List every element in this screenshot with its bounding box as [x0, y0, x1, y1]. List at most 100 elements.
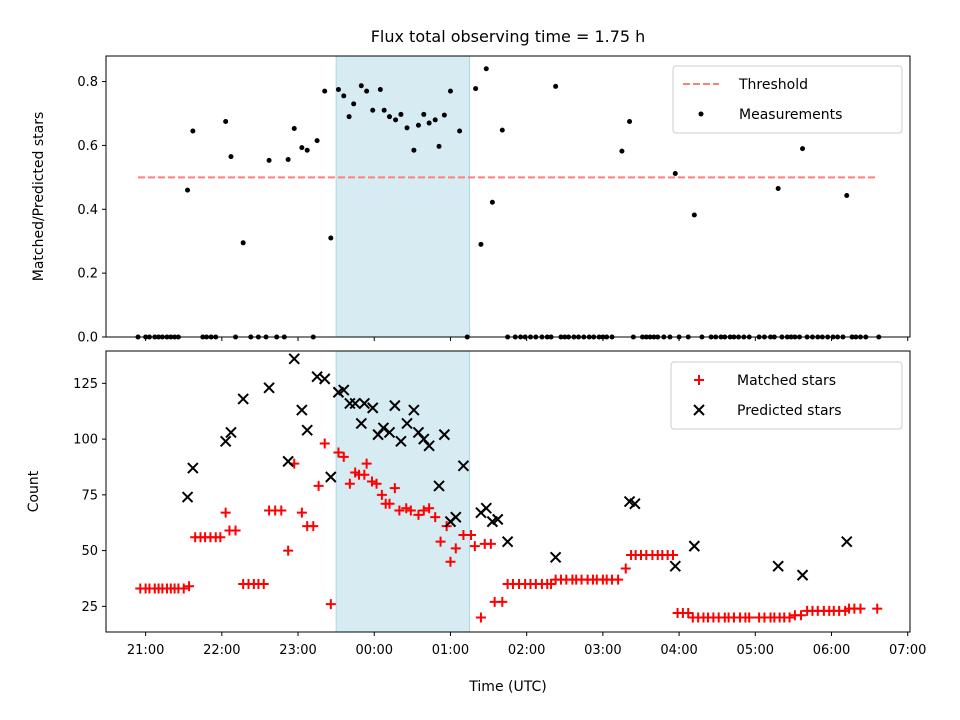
- predicted-star-point: [401, 417, 413, 430]
- measurement-point: [335, 87, 341, 93]
- y-tick-label: 50: [81, 544, 98, 559]
- predicted-star-point: [433, 480, 445, 492]
- axes-frame: [105, 55, 911, 338]
- matched-star-point: [333, 447, 344, 458]
- matched-star-point: [184, 581, 195, 592]
- predicted-star-point: [325, 471, 337, 483]
- y-tick-label: 100: [73, 433, 98, 448]
- legend-label: Predicted stars: [737, 403, 842, 419]
- predicted-star-point: [389, 399, 401, 412]
- y-tick-label: 0.6: [77, 139, 98, 154]
- predicted-star-point: [688, 540, 701, 552]
- predicted-star-point: [772, 560, 784, 572]
- matched-star-point: [475, 612, 486, 623]
- x-tick-label: 01:00: [432, 643, 469, 658]
- matched-star-point: [178, 583, 189, 594]
- measurement-point: [314, 138, 320, 144]
- matched-star-point: [276, 505, 287, 516]
- matched-star-point: [376, 489, 387, 500]
- x-tick-label: 06:00: [813, 643, 850, 658]
- predicted-star-point: [438, 428, 451, 441]
- predicted-star-point: [219, 435, 232, 448]
- predicted-star-point: [669, 560, 681, 572]
- matched-star-point: [215, 532, 226, 543]
- matched-star-point: [313, 480, 324, 491]
- matched-star-point: [338, 451, 349, 462]
- predicted-star-point: [358, 397, 371, 410]
- x-tick-label: 07:00: [889, 643, 926, 658]
- measurement-point: [800, 146, 806, 152]
- matched-star-point: [796, 610, 807, 621]
- measurement-point: [499, 127, 505, 133]
- y-tick-label: 25: [81, 600, 98, 615]
- measurement-point: [436, 143, 442, 149]
- matched-star-point: [258, 579, 269, 590]
- x-tick-label: 00:00: [356, 643, 393, 658]
- top-panel: 0.0 0.2 0.4 0.6 0.8 Matched/Predicted stars Th…: [31, 55, 911, 346]
- matched-star-point: [394, 505, 405, 516]
- matched-star-point: [366, 476, 377, 487]
- y-tick-label: 0.4: [77, 203, 98, 218]
- predicted-star-point: [377, 422, 390, 434]
- predicted-star-point: [395, 435, 407, 448]
- measurement-point: [322, 88, 328, 94]
- measurement-point: [478, 241, 484, 247]
- predicted-star-point: [187, 462, 199, 474]
- matched-star-point: [485, 538, 496, 549]
- measurement-point: [844, 193, 850, 199]
- x-tick-label: 04:00: [660, 643, 697, 658]
- measurement-point: [304, 147, 310, 153]
- measurement-point: [285, 156, 291, 162]
- predicted-star-point: [501, 535, 514, 548]
- legend-box: [672, 65, 903, 134]
- matched-star-point: [667, 550, 678, 561]
- matched-star-point: [230, 525, 241, 536]
- matched-star-point: [683, 608, 694, 619]
- measurement-point: [447, 88, 453, 94]
- measurement-point: [185, 187, 191, 193]
- matched-star-point: [613, 574, 624, 585]
- legend-label: Measurements: [739, 107, 842, 123]
- measurement-point: [426, 120, 432, 126]
- y-axis-label: Matched/Predicted stars: [31, 112, 47, 282]
- measurement-point: [370, 107, 376, 113]
- predicted-star-point: [225, 426, 237, 439]
- matched-star-point: [430, 512, 441, 523]
- predicted-star-point: [383, 426, 396, 439]
- predicted-star-point: [355, 417, 368, 430]
- x-tick-label: 22:00: [203, 643, 240, 658]
- matched-star-point: [283, 545, 294, 556]
- predicted-star-point: [450, 511, 462, 523]
- measurement-point: [240, 240, 246, 246]
- predicted-star-point: [263, 382, 275, 394]
- predicted-star-point: [319, 373, 331, 385]
- measurement-point: [341, 93, 347, 99]
- y-tick-label: 75: [81, 488, 98, 503]
- y-tick-label: 0.0: [77, 331, 98, 346]
- x-tick-label: 23:00: [279, 643, 316, 658]
- measurement-point: [483, 66, 489, 72]
- matched-star-point: [744, 612, 755, 623]
- predicted-star-point: [282, 455, 294, 468]
- predicted-star-point: [237, 393, 249, 405]
- predicted-star-point: [181, 491, 194, 503]
- matched-star-point: [220, 507, 231, 518]
- measurement-point: [386, 114, 392, 120]
- predicted-star-point: [492, 513, 504, 526]
- predicted-star-point: [367, 402, 379, 414]
- measurement-point: [619, 148, 625, 154]
- measurement-point: [489, 199, 495, 205]
- matched-star-point: [466, 529, 477, 540]
- measurement-point: [775, 186, 781, 192]
- predicted-star-point: [796, 569, 809, 581]
- matched-star-point: [405, 505, 416, 516]
- x-axis-label: Time (UTC): [468, 679, 546, 695]
- predicted-star-point: [408, 404, 420, 416]
- measurement-point: [291, 125, 297, 131]
- measurement-point: [421, 111, 427, 117]
- predicted-star-point: [480, 502, 492, 514]
- legend-label: Matched stars: [737, 373, 836, 389]
- legend-predicted-swatch: [693, 404, 705, 416]
- predicted-star-point: [841, 535, 853, 548]
